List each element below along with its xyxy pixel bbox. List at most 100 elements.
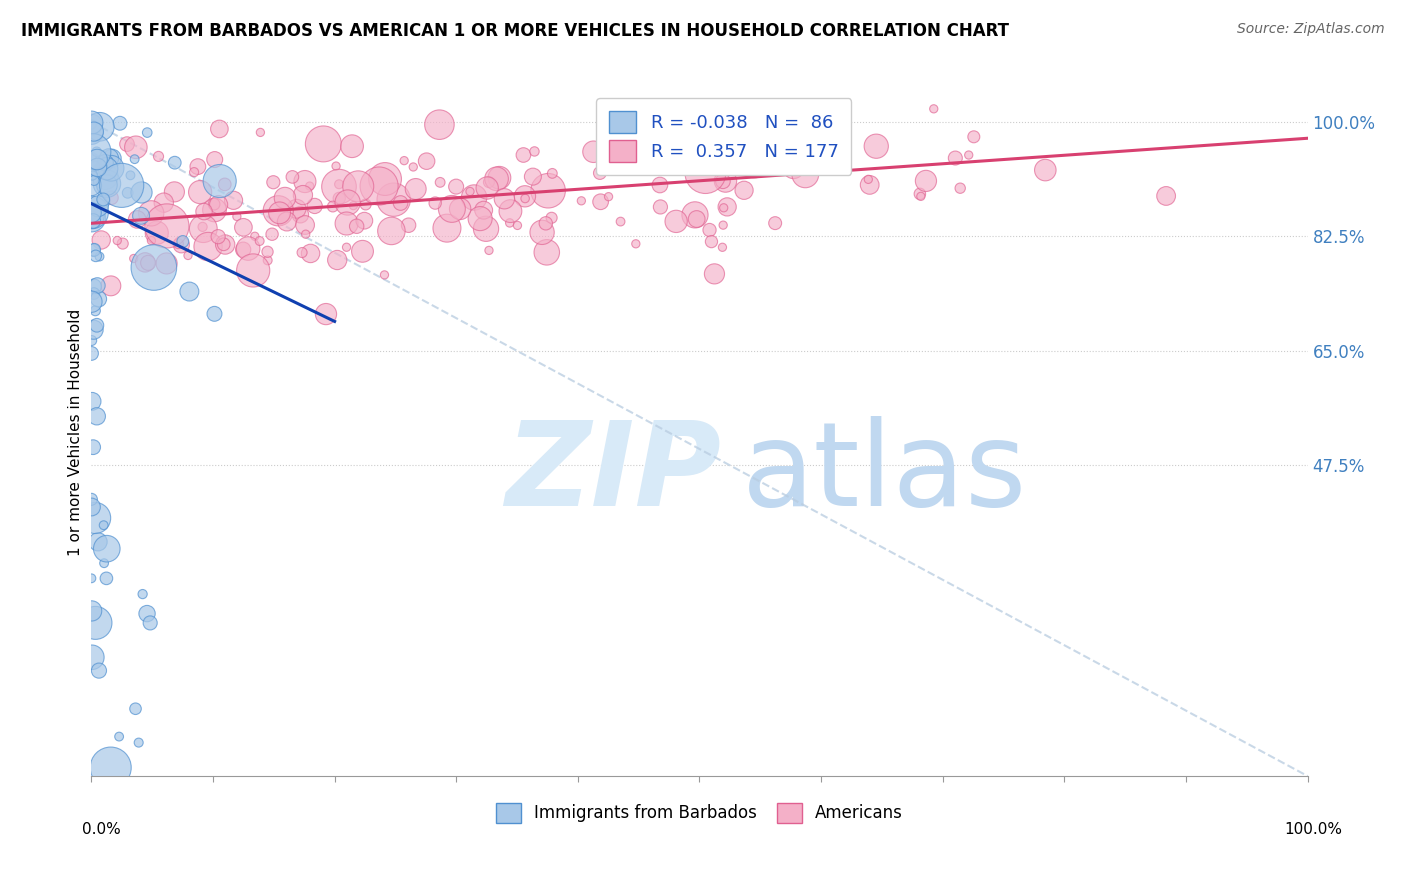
Point [744,155,766,169]
Point [716,200,738,214]
Point [136,256,159,270]
Point [957,148,980,162]
Point [136,126,159,140]
Point [531,225,554,239]
Point [374,172,396,186]
Point [82,169,104,183]
Point [700,235,723,249]
Point [93,194,115,209]
Point [672,131,695,145]
Point [80,178,103,193]
Point [290,208,312,222]
Point [922,102,945,116]
Point [499,204,522,219]
Point [380,224,402,238]
Point [499,216,522,230]
Point [80,346,103,360]
Point [685,212,707,227]
Point [100,761,122,775]
Point [522,169,544,184]
Point [782,161,804,175]
Point [82,145,104,159]
Point [163,185,186,199]
Point [134,255,156,269]
Point [340,139,363,153]
Point [167,236,190,251]
Point [262,227,284,242]
Point [425,196,447,211]
Point [87,199,110,213]
Point [506,219,529,233]
Point [382,193,405,207]
Point [650,200,672,214]
Point [262,175,284,189]
Point [80,209,103,223]
Point [83,286,105,301]
Point [541,166,564,180]
Point [336,195,359,210]
Point [711,218,734,232]
Point [80,126,103,140]
Point [326,252,349,267]
Point [83,125,105,139]
Point [111,178,134,193]
Point [96,178,118,192]
Point [204,202,226,217]
Point [232,220,254,235]
Point [711,240,734,254]
Point [256,253,278,268]
Point [100,161,122,176]
Point [368,179,391,194]
Point [80,211,103,225]
Point [436,221,458,235]
Point [429,118,451,132]
Point [204,153,226,167]
Point [124,152,146,166]
Point [141,206,163,220]
Point [949,181,972,195]
Point [131,587,153,601]
Point [86,318,108,333]
Point [665,214,688,228]
Point [117,186,139,200]
Point [214,178,236,192]
Point [80,394,103,409]
Point [94,155,117,169]
Point [83,173,105,187]
Point [485,171,508,186]
Point [695,166,717,180]
Point [115,137,138,152]
Point [609,214,631,228]
Point [242,263,264,277]
Point [108,116,131,130]
Point [139,615,162,630]
Point [91,193,114,207]
Point [373,268,395,282]
Point [82,440,104,454]
Point [120,169,142,183]
Point [125,140,148,154]
Point [86,153,108,167]
Y-axis label: 1 or more Vehicles in Household: 1 or more Vehicles in Household [67,309,83,557]
Point [494,192,516,206]
Point [402,160,425,174]
Point [87,664,110,678]
Point [328,178,350,192]
Point [101,152,124,166]
Point [291,188,314,202]
Point [152,195,174,210]
Point [294,218,316,232]
Point [187,160,209,174]
Point [513,192,536,206]
Point [131,186,153,200]
Point [80,150,103,164]
Point [598,189,620,203]
Point [325,159,347,173]
Point [80,205,103,219]
Point [80,334,103,348]
Point [183,165,205,179]
Point [249,125,271,139]
Point [304,199,326,213]
Point [285,202,308,216]
Point [87,292,110,306]
